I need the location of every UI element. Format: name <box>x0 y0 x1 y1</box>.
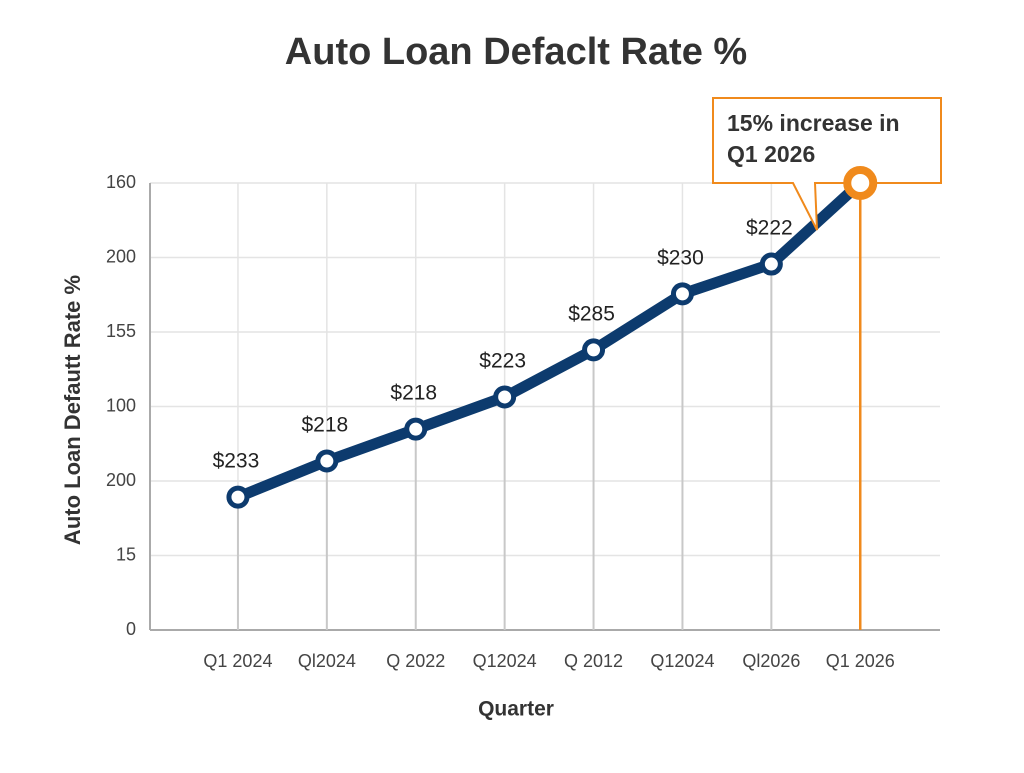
point-annotation: $285 <box>568 302 615 325</box>
x-tick-label: Q1 2024 <box>203 651 272 671</box>
y-axis-label: Auto Loan Defautt Rate % <box>60 275 85 545</box>
y-tick-label: 100 <box>106 395 136 415</box>
point <box>315 449 339 473</box>
callout-text: Q1 2026 <box>727 141 815 167</box>
x-tick-label: Q 2022 <box>386 651 445 671</box>
point-annotation: $233 <box>213 450 260 473</box>
x-tick-label: Q1 2026 <box>826 651 895 671</box>
point-annotation: $223 <box>479 350 526 373</box>
callout-box <box>712 97 942 231</box>
point <box>582 338 606 362</box>
y-tick-label: 200 <box>106 470 136 490</box>
y-tick-label: 15 <box>116 544 136 564</box>
point <box>759 252 783 276</box>
y-tick-label: 0 <box>126 619 136 639</box>
x-axis-label: Quarter <box>478 698 554 721</box>
point <box>493 385 517 409</box>
callout-text: 15% increase in <box>727 110 900 136</box>
x-tick-label: Ql2024 <box>298 651 356 671</box>
point-annotation: $218 <box>390 382 437 405</box>
highlight-point <box>843 166 878 200</box>
y-tick-label: 160 <box>106 172 136 192</box>
x-tick-label: Q12024 <box>650 651 714 671</box>
x-tick-label: Q 2012 <box>564 651 623 671</box>
y-tick-label: 155 <box>106 321 136 341</box>
point-annotation: $230 <box>657 246 704 269</box>
point-annotation: $222 <box>746 217 793 240</box>
chart-title: Auto Loan Defaclt Rate % <box>285 31 747 73</box>
x-tick-label: Ql2026 <box>742 651 800 671</box>
point <box>670 282 694 306</box>
point-annotation: $218 <box>301 414 348 437</box>
point <box>226 485 250 509</box>
series-line <box>235 178 864 503</box>
y-tick-label: 200 <box>106 246 136 266</box>
x-tick-label: Q12024 <box>473 651 537 671</box>
point <box>404 417 428 441</box>
